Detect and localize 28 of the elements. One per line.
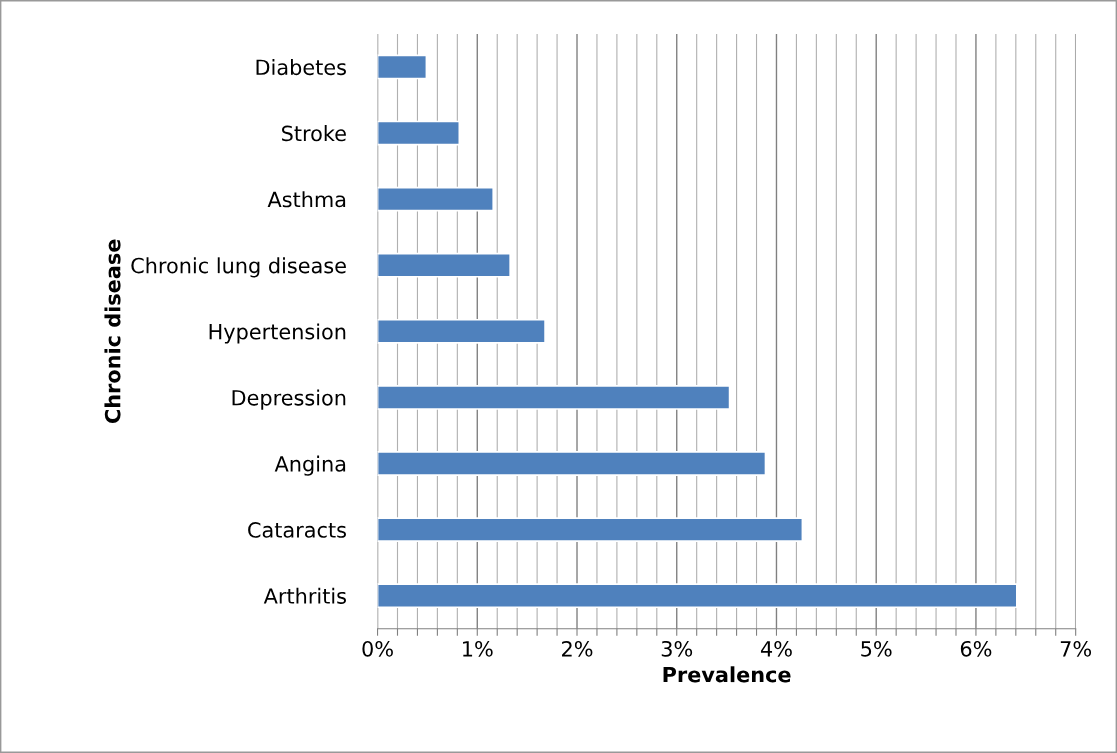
- x-tick-label: 0%: [362, 640, 393, 657]
- y-tick-label: Diabetes: [256, 59, 346, 76]
- x-tick-label: 5%: [861, 640, 892, 657]
- bar: [377, 583, 1018, 609]
- y-tick-label: Stroke: [282, 125, 346, 142]
- y-tick-label: Chronic lung disease: [131, 257, 346, 278]
- x-tick-label: 6%: [960, 640, 992, 657]
- y-tick-label: Hypertension: [209, 323, 346, 344]
- bar: [377, 252, 512, 278]
- x-tick-label: 1%: [463, 640, 493, 657]
- x-tick-label: 7%: [1060, 640, 1092, 657]
- y-tick-label: Depression: [232, 389, 346, 410]
- bar: [377, 186, 495, 212]
- bar: [377, 385, 731, 410]
- x-tick-label: 4%: [760, 640, 792, 657]
- y-axis-title: Chronic disease: [104, 239, 121, 424]
- x-tick-label: 2%: [562, 640, 593, 657]
- y-tick-label: Arthritis: [263, 587, 346, 604]
- x-tick-label: 3%: [661, 640, 693, 657]
- bar: [377, 318, 546, 344]
- y-tick-label: Cataracts: [248, 522, 346, 538]
- y-tick-label: Angina: [274, 455, 346, 476]
- bar: [377, 54, 428, 80]
- bar: [377, 517, 804, 543]
- bar: [377, 451, 767, 476]
- bar: [377, 120, 461, 146]
- x-axis-title: Prevalence: [663, 666, 791, 683]
- y-tick-label: Asthma: [267, 191, 346, 208]
